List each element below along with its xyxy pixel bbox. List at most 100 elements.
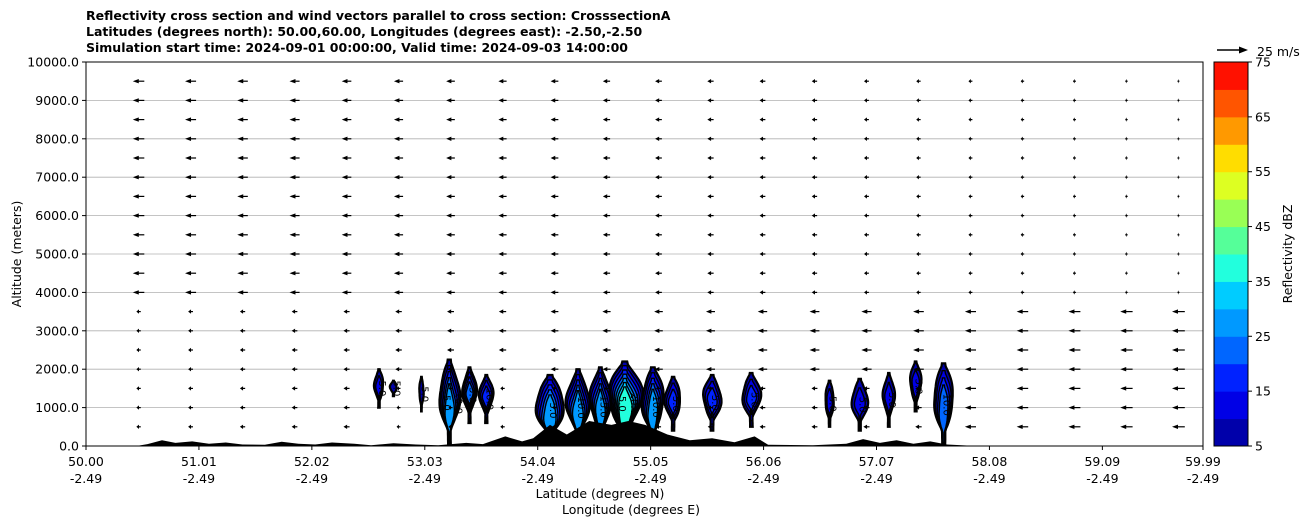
- wind-vector: [132, 117, 145, 122]
- wind-vector: [289, 79, 300, 84]
- wind-vector: [1125, 136, 1128, 141]
- contour-label: 5.0: [467, 387, 478, 403]
- reflectivity-contour: [884, 381, 894, 419]
- wind-vector: [1016, 405, 1029, 410]
- storm-cell: 5.0 10.0: [438, 358, 463, 446]
- wind-vector: [1125, 194, 1128, 199]
- wind-vector: [498, 309, 507, 314]
- wind-vector: [1020, 117, 1025, 122]
- wind-vector: [498, 290, 507, 295]
- wind-vector: [968, 232, 973, 237]
- wind-vector: [915, 424, 922, 429]
- wind-vector: [811, 79, 818, 84]
- wind-vector: [1020, 251, 1025, 257]
- wind-vector: [447, 328, 454, 333]
- contour-label: 5.0: [547, 403, 558, 419]
- colorbar-swatch: [1214, 418, 1248, 447]
- wind-vector: [185, 251, 197, 257]
- wind-vector: [916, 175, 921, 180]
- wind-vector: [393, 79, 404, 84]
- storm-cell: 5.0: [824, 379, 838, 428]
- wind-vector: [602, 98, 611, 103]
- colorbar-swatch: [1214, 144, 1248, 173]
- wind-vector: [1020, 155, 1025, 161]
- wind-vector: [1072, 79, 1076, 84]
- colorbar-tick-label: 75: [1255, 55, 1271, 70]
- wind-vector: [1172, 405, 1185, 410]
- wind-vector: [968, 271, 973, 276]
- wind-vector: [446, 194, 455, 199]
- wind-vector: [1068, 328, 1081, 333]
- wind-vector: [1120, 405, 1133, 410]
- wind-vector: [446, 232, 455, 237]
- storm-cell: 5.0: [388, 379, 402, 398]
- wind-vector: [550, 155, 559, 161]
- wind-vector: [1172, 347, 1185, 353]
- wind-reference-label: 25 m/s: [1257, 44, 1300, 59]
- wind-vector: [707, 136, 714, 141]
- wind-vector: [968, 213, 973, 218]
- wind-vector: [811, 213, 818, 218]
- wind-vector: [447, 309, 454, 314]
- wind-vector: [188, 424, 193, 429]
- wind-vector: [757, 309, 768, 314]
- wind-vector: [446, 271, 455, 276]
- y-tick-label: 3000.0: [35, 323, 79, 338]
- wind-reference-arrow: [1217, 46, 1248, 54]
- wind-vector: [864, 213, 869, 218]
- wind-vector: [602, 367, 611, 372]
- wind-vector: [1020, 213, 1025, 218]
- wind-vector: [602, 155, 611, 161]
- wind-vector: [239, 347, 246, 353]
- wind-vector: [964, 386, 976, 391]
- wind-vector: [1072, 251, 1076, 257]
- wind-vector: [393, 155, 404, 161]
- wind-vector: [1172, 424, 1185, 429]
- x-tick-label-lat: 56.06: [746, 454, 782, 469]
- wind-vector: [759, 232, 766, 237]
- wind-vector: [604, 405, 609, 410]
- wind-vector: [550, 290, 559, 295]
- wind-vector: [237, 136, 248, 141]
- wind-vector: [446, 213, 455, 218]
- reflectivity-contour: [375, 375, 383, 402]
- wind-vector: [1125, 117, 1128, 122]
- x-tick-label-lon: -2.49: [1187, 471, 1219, 486]
- colorbar-swatch: [1214, 391, 1248, 420]
- wind-vector: [1020, 290, 1025, 295]
- wind-vector: [552, 424, 557, 429]
- wind-vector: [136, 347, 141, 353]
- wind-vector: [759, 290, 766, 295]
- wind-vector: [655, 136, 662, 141]
- reflectivity-contour: [706, 387, 718, 419]
- wind-vector: [916, 98, 921, 103]
- wind-vector: [1120, 328, 1133, 333]
- wind-vector: [916, 290, 921, 295]
- wind-vector: [185, 136, 197, 141]
- wind-vector: [291, 367, 298, 372]
- wind-vector: [1177, 232, 1180, 237]
- wind-vector: [864, 79, 869, 84]
- wind-vector: [239, 386, 246, 391]
- wind-vector: [239, 309, 246, 314]
- wind-vector: [705, 367, 715, 372]
- wind-vector: [550, 271, 559, 276]
- wind-vector: [498, 117, 507, 122]
- colorbar-swatch: [1214, 171, 1248, 200]
- contour-label: 5.0: [376, 380, 387, 396]
- wind-vector: [1177, 79, 1180, 84]
- wind-vector: [968, 290, 973, 295]
- contour-label: 5.0: [748, 392, 759, 408]
- wind-vector: [237, 232, 248, 237]
- wind-vector: [916, 136, 921, 141]
- wind-vector: [809, 347, 820, 353]
- wind-vector: [654, 328, 663, 333]
- wind-vector: [393, 251, 404, 257]
- wind-vector: [811, 251, 818, 257]
- reflectivity-contour: [911, 369, 921, 404]
- wind-vector: [1072, 117, 1076, 122]
- wind-vector: [964, 347, 976, 353]
- wind-vector: [500, 405, 505, 410]
- x-tick-label-lon: -2.49: [634, 471, 666, 486]
- wind-vector: [811, 271, 818, 276]
